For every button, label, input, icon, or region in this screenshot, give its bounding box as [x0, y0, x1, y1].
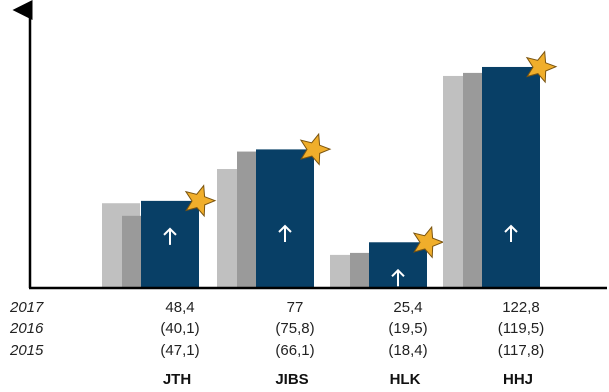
value-label-2017-hlk: 25,4: [393, 299, 422, 316]
year-label-2017: 2017: [9, 299, 44, 316]
value-label-2015-hhj: (117,8): [498, 342, 544, 359]
value-label-2016-hlk: (19,5): [388, 320, 427, 337]
category-label-hlk: HLK: [390, 371, 421, 388]
labels-layer: 2017 48,4 77 25,4 122,8 2016 (40,1) (75,8) (19,5…: [9, 299, 544, 388]
star-icon: [299, 132, 332, 166]
value-label-2016-jth: (40,1): [160, 320, 199, 337]
star-icon: [525, 50, 558, 84]
value-label-2015-hlk: (18,4): [388, 342, 427, 359]
year-label-2016: 2016: [9, 320, 44, 337]
value-label-2016-jibs: (75,8): [275, 320, 314, 337]
bars-layer: [102, 50, 558, 289]
star-icon: [184, 184, 217, 218]
up-arrow-icon: [163, 227, 177, 245]
up-arrow-icon: [504, 224, 518, 242]
value-label-2015-jth: (47,1): [160, 342, 199, 359]
year-label-2015: 2015: [9, 342, 44, 359]
value-label-2017-jibs: 77: [287, 299, 304, 316]
up-arrow-icon: [391, 268, 405, 287]
value-label-2016-hhj: (119,5): [498, 320, 544, 337]
star-icon: [412, 225, 445, 259]
value-label-2015-jibs: (66,1): [275, 342, 314, 359]
value-label-2017-hhj: 122,8: [502, 299, 540, 316]
category-label-jibs: JIBS: [275, 371, 308, 388]
bar-2017-hhj: [482, 66, 540, 289]
category-label-jth: JTH: [163, 371, 191, 388]
category-label-hhj: HHJ: [503, 371, 533, 388]
up-arrow-icon: [278, 224, 292, 242]
value-label-2017-jth: 48,4: [165, 299, 194, 316]
bar-2017-jibs: [256, 149, 314, 288]
